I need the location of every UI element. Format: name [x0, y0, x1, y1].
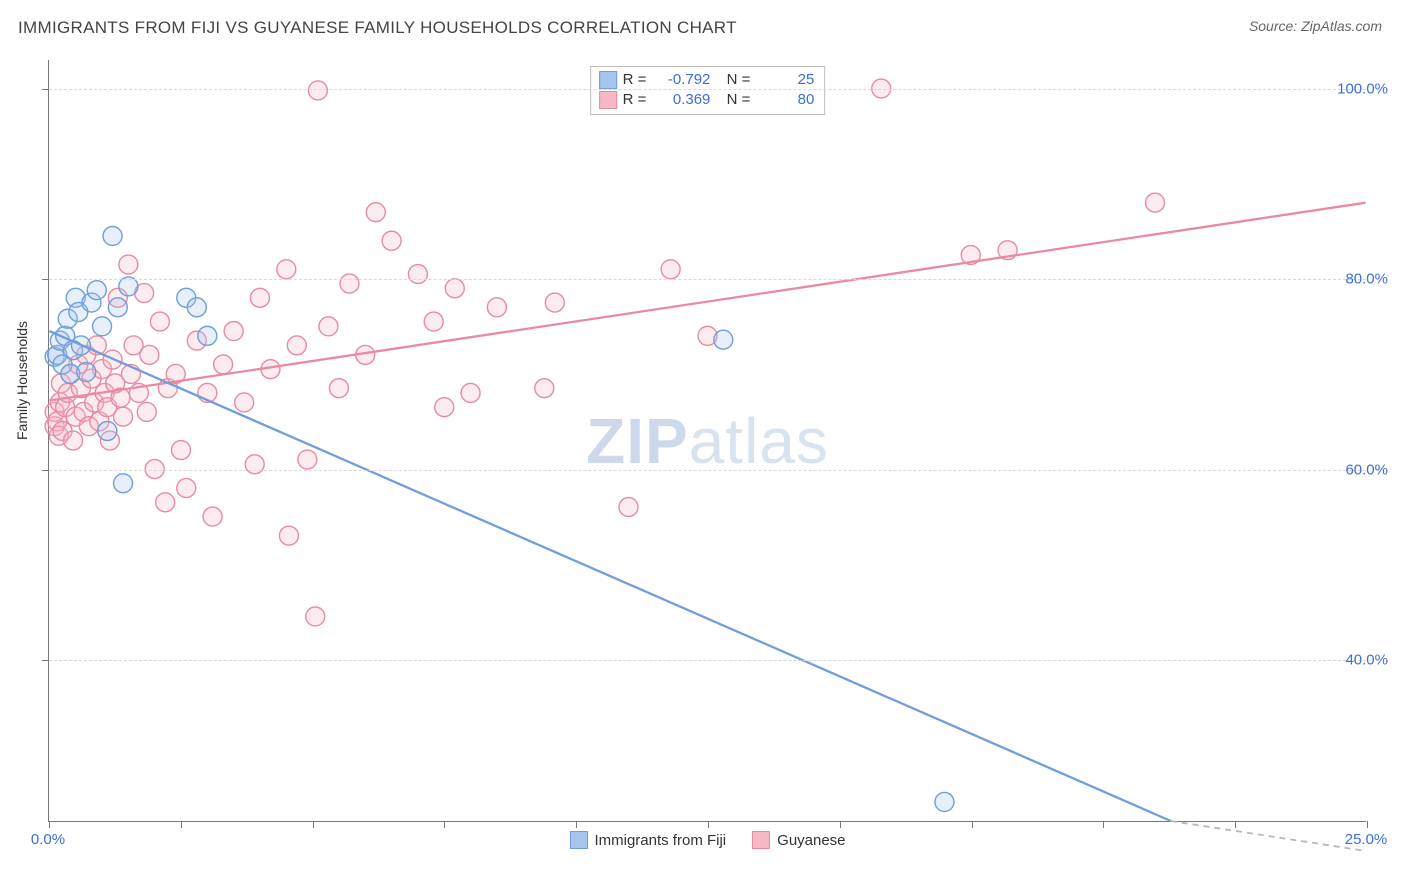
swatch-guyanese — [752, 831, 770, 849]
r-value-fiji: -0.792 — [652, 70, 710, 90]
n-value-fiji: 25 — [756, 70, 814, 90]
y-tick-label: 60.0% — [1345, 461, 1388, 478]
gridline — [49, 470, 1366, 471]
chart-title: IMMIGRANTS FROM FIJI VS GUYANESE FAMILY … — [18, 18, 737, 38]
gridline — [49, 660, 1366, 661]
stats-row-guyanese: R = 0.369 N = 80 — [599, 90, 815, 110]
swatch-guyanese — [599, 91, 617, 109]
r-value-guyanese: 0.369 — [652, 90, 710, 110]
legend-item-fiji: Immigrants from Fiji — [569, 831, 726, 849]
legend-label-guyanese: Guyanese — [777, 832, 845, 849]
n-label: N = — [727, 70, 751, 90]
bottom-legend: Immigrants from Fiji Guyanese — [569, 831, 845, 849]
legend-label-fiji: Immigrants from Fiji — [594, 832, 726, 849]
gridline — [49, 279, 1366, 280]
stats-legend: R = -0.792 N = 25 R = 0.369 N = 80 — [590, 66, 826, 115]
r-label: R = — [623, 70, 647, 90]
y-tick-label: 40.0% — [1345, 652, 1388, 669]
y-axis-label: Family Households — [14, 321, 30, 440]
swatch-fiji — [569, 831, 587, 849]
n-label: N = — [727, 90, 751, 110]
n-value-guyanese: 80 — [756, 90, 814, 110]
source-attribution: Source: ZipAtlas.com — [1249, 18, 1382, 34]
stats-row-fiji: R = -0.792 N = 25 — [599, 70, 815, 90]
x-tick-label: 0.0% — [31, 831, 65, 848]
gridline — [49, 89, 1366, 90]
legend-item-guyanese: Guyanese — [752, 831, 845, 849]
chart-svg — [49, 60, 1366, 821]
r-label: R = — [623, 90, 647, 110]
y-tick-label: 100.0% — [1337, 80, 1388, 97]
y-tick-label: 80.0% — [1345, 271, 1388, 288]
swatch-fiji — [599, 71, 617, 89]
chart-plot-area: ZIPatlas R = -0.792 N = 25 R = 0.369 N =… — [48, 60, 1366, 822]
x-tick-label: 25.0% — [1345, 831, 1388, 848]
